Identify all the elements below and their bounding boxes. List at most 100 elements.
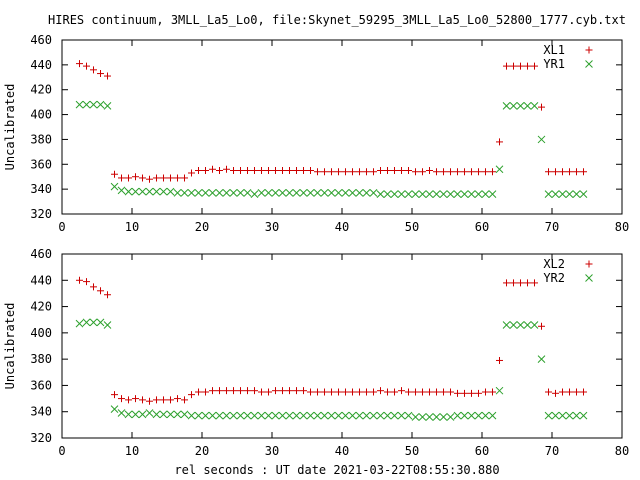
data-point: [362, 411, 371, 420]
data-point: [159, 187, 168, 196]
data-point: [377, 387, 384, 395]
data-point: [481, 190, 490, 198]
data-point: [257, 189, 266, 197]
data-point: [461, 168, 468, 176]
data-point: [440, 388, 447, 396]
data-point: [502, 102, 511, 110]
data-point: [383, 411, 392, 420]
data-point: [307, 388, 314, 396]
data-point: [131, 410, 140, 419]
data-point: [461, 389, 468, 397]
y-tick-label: 360: [30, 157, 52, 171]
data-point: [278, 189, 287, 197]
data-point: [293, 167, 300, 174]
data-point: [363, 168, 370, 176]
data-point: [201, 411, 210, 420]
data-point: [545, 168, 552, 176]
data-point: [419, 168, 426, 176]
data-point: [202, 388, 209, 396]
data-point: [117, 409, 126, 417]
data-point: [118, 395, 125, 403]
data-point: [454, 389, 461, 397]
data-point: [138, 410, 147, 419]
data-point: [580, 168, 587, 176]
x-tick-label: 70: [545, 444, 559, 458]
data-point: [103, 102, 112, 110]
data-point: [362, 189, 371, 197]
data-point: [355, 411, 364, 420]
data-point: [75, 319, 84, 328]
data-point: [342, 168, 349, 176]
data-point: [174, 174, 181, 182]
x-tick-label: 40: [335, 220, 349, 234]
data-point: [405, 388, 412, 396]
data-point: [524, 62, 531, 70]
data-point: [369, 411, 378, 420]
data-point: [327, 411, 336, 420]
x-tick-label: 70: [545, 220, 559, 234]
legend-marker: [585, 60, 593, 68]
data-point: [503, 279, 510, 287]
data-point: [509, 102, 518, 110]
data-point: [467, 411, 476, 420]
data-point: [412, 168, 419, 176]
data-point: [551, 411, 560, 420]
data-point: [271, 411, 280, 420]
data-point: [565, 190, 574, 198]
x-tick-label: 40: [335, 444, 349, 458]
x-tick-label: 10: [125, 220, 139, 234]
data-point: [440, 168, 447, 176]
y-tick-label: 440: [30, 273, 52, 287]
x-tick-label: 0: [58, 220, 65, 234]
y-tick-label: 400: [30, 108, 52, 122]
data-point: [432, 413, 441, 421]
data-point: [488, 411, 497, 420]
y-tick-label: 420: [30, 83, 52, 97]
data-point: [188, 391, 195, 399]
data-point: [124, 187, 133, 196]
data-point: [251, 387, 258, 395]
x-axis-label: rel seconds : UT date 2021-03-22T08:55:3…: [174, 463, 499, 477]
data-point: [152, 410, 161, 419]
data-point: [243, 189, 252, 197]
data-point: [348, 411, 357, 420]
data-point: [538, 103, 545, 111]
data-point: [286, 387, 293, 395]
data-point: [257, 411, 266, 420]
data-point: [243, 411, 252, 420]
data-point: [139, 174, 146, 182]
data-point: [237, 387, 244, 395]
data-point: [524, 279, 531, 287]
data-point: [251, 167, 258, 174]
x-tick-label: 50: [405, 220, 419, 234]
data-point: [552, 168, 559, 176]
data-point: [356, 388, 363, 396]
data-point: [236, 189, 245, 197]
series-xl2: [76, 276, 587, 405]
data-point: [334, 189, 343, 197]
data-point: [265, 388, 272, 396]
data-point: [104, 291, 111, 299]
data-point: [125, 396, 132, 404]
data-point: [523, 102, 532, 110]
data-point: [510, 279, 517, 287]
data-point: [509, 321, 518, 329]
data-point: [258, 388, 265, 396]
data-point: [215, 411, 224, 420]
data-point: [558, 411, 567, 420]
data-point: [181, 396, 188, 404]
data-point: [370, 388, 377, 396]
data-point: [335, 168, 342, 176]
data-point: [559, 388, 566, 396]
legend-marker: [585, 260, 593, 268]
x-tick-label: 10: [125, 444, 139, 458]
data-point: [391, 388, 398, 396]
y-tick-label: 340: [30, 182, 52, 196]
chart-title: HIRES continuum, 3MLL_La5_Lo0, file:Skyn…: [48, 13, 626, 27]
data-point: [76, 60, 83, 68]
data-point: [174, 395, 181, 403]
x-tick-label: 80: [615, 444, 629, 458]
data-point: [523, 321, 532, 329]
data-point: [321, 168, 328, 176]
data-point: [503, 62, 510, 70]
